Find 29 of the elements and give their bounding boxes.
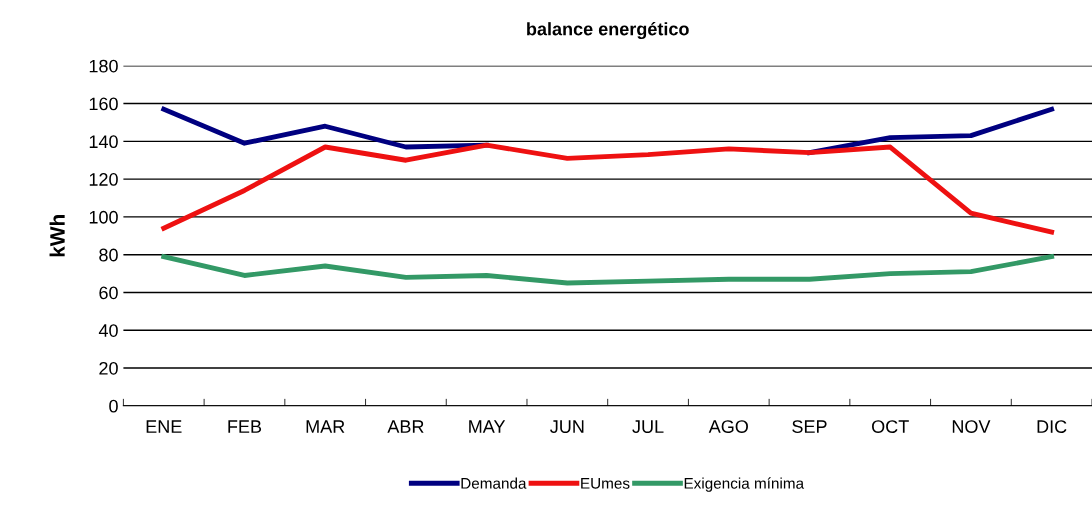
x-tick-label: DIC <box>1037 420 1067 433</box>
y-tick-label: 60 <box>99 286 118 300</box>
legend-label: EUmes <box>581 478 630 489</box>
x-tick-label: ENE <box>146 420 182 433</box>
y-tick-label: 80 <box>99 248 118 262</box>
y-tick-label: 160 <box>89 97 118 111</box>
x-tick-label: OCT <box>872 420 909 433</box>
x-tick-label: ABR <box>387 420 424 433</box>
x-tick-label: JUN <box>550 420 584 433</box>
y-tick-label: 140 <box>89 135 118 149</box>
line-series <box>161 254 1055 286</box>
x-tick-label: SEP <box>792 420 827 433</box>
x-tick-label: NOV <box>952 420 991 433</box>
y-axis-title: kWh <box>49 215 65 257</box>
chart-title: balance energético <box>527 21 689 40</box>
y-tick-label: 40 <box>98 324 118 337</box>
x-tick-label: MAR <box>306 420 345 433</box>
x-tick-label: AGO <box>708 420 748 433</box>
x-tick-label: MAY <box>469 420 506 433</box>
line-series <box>161 142 1055 235</box>
legend-label: Demanda <box>461 477 527 489</box>
y-tick-label: 0 <box>109 399 118 413</box>
y-tick-label: 180 <box>89 59 118 73</box>
x-tick-label: FEB <box>228 420 262 433</box>
y-tick-label: 120 <box>89 173 118 186</box>
legend-label: Exigencia mínima <box>684 477 805 492</box>
y-tick-label: 100 <box>89 210 118 224</box>
y-tick-label: 20 <box>99 361 118 375</box>
x-tick-label: JUL <box>632 420 664 433</box>
